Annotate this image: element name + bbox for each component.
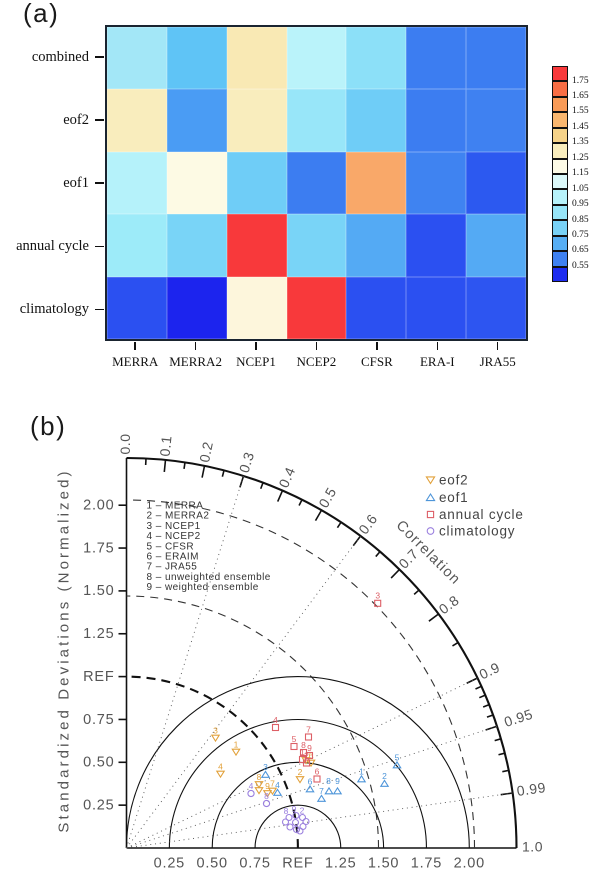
svg-text:0.2: 0.2: [196, 440, 216, 464]
svg-text:9 – weighted ensemble: 9 – weighted ensemble: [147, 582, 259, 593]
svg-text:1.75: 1.75: [411, 856, 442, 872]
svg-text:REF: REF: [83, 669, 114, 685]
svg-text:2: 2: [382, 771, 387, 781]
svg-text:4: 4: [249, 781, 254, 791]
svg-text:7: 7: [319, 786, 324, 796]
svg-text:0.50: 0.50: [196, 856, 227, 872]
svg-text:5: 5: [292, 734, 297, 744]
svg-text:0.50: 0.50: [83, 755, 114, 771]
svg-text:1 – MERRA: 1 – MERRA: [147, 501, 204, 512]
svg-text:1.75: 1.75: [83, 540, 114, 556]
svg-text:0.75: 0.75: [83, 712, 114, 728]
svg-text:0.5: 0.5: [315, 484, 339, 510]
svg-text:1.50: 1.50: [368, 856, 399, 872]
svg-text:0.75: 0.75: [239, 856, 270, 872]
svg-text:0.25: 0.25: [83, 797, 114, 813]
svg-text:2: 2: [304, 750, 309, 760]
svg-text:4: 4: [218, 761, 223, 771]
svg-text:eof1: eof1: [439, 490, 468, 505]
svg-text:9: 9: [292, 804, 297, 814]
svg-text:4: 4: [275, 780, 280, 790]
svg-text:6 – ERAIM: 6 – ERAIM: [147, 552, 199, 563]
svg-text:0.8: 0.8: [436, 592, 462, 617]
svg-text:0.0: 0.0: [117, 434, 133, 455]
svg-text:8: 8: [284, 806, 289, 816]
svg-text:2.00: 2.00: [454, 856, 485, 872]
svg-text:6: 6: [308, 776, 313, 786]
svg-text:3 – NCEP1: 3 – NCEP1: [147, 521, 201, 532]
svg-text:0.4: 0.4: [275, 464, 298, 490]
svg-text:8 – unweighted ensemble: 8 – unweighted ensemble: [147, 572, 271, 583]
svg-text:9: 9: [335, 776, 340, 786]
svg-text:4 – NCEP2: 4 – NCEP2: [147, 531, 201, 542]
svg-text:6: 6: [309, 750, 314, 760]
svg-text:1: 1: [359, 766, 364, 776]
svg-text:1.0: 1.0: [522, 839, 543, 855]
svg-text:0.95: 0.95: [502, 706, 535, 730]
svg-text:eof2: eof2: [439, 473, 468, 488]
svg-text:6: 6: [315, 766, 320, 776]
svg-text:3: 3: [213, 725, 218, 735]
svg-text:2 – MERRA2: 2 – MERRA2: [147, 511, 210, 522]
svg-text:annual cycle: annual cycle: [439, 507, 524, 522]
svg-text:4: 4: [273, 715, 278, 725]
svg-text:9: 9: [265, 781, 270, 791]
svg-text:1.25: 1.25: [83, 626, 114, 642]
svg-text:2.00: 2.00: [83, 498, 114, 514]
svg-text:5: 5: [395, 752, 400, 762]
svg-text:8: 8: [326, 776, 331, 786]
svg-text:2: 2: [298, 767, 303, 777]
svg-text:REF: REF: [282, 856, 313, 872]
svg-text:0.99: 0.99: [516, 779, 547, 799]
svg-text:7 – JRA55: 7 – JRA55: [147, 562, 198, 573]
svg-text:2: 2: [300, 806, 305, 816]
svg-text:8: 8: [257, 772, 262, 782]
svg-text:8: 8: [264, 791, 269, 801]
svg-text:1.50: 1.50: [83, 583, 114, 599]
svg-text:0.25: 0.25: [154, 856, 185, 872]
svg-text:5 – CFSR: 5 – CFSR: [147, 541, 195, 552]
svg-text:0.3: 0.3: [236, 450, 258, 475]
svg-text:0.1: 0.1: [157, 435, 175, 457]
svg-text:1: 1: [234, 739, 239, 749]
svg-text:climatology: climatology: [439, 524, 515, 539]
svg-text:1: 1: [300, 747, 305, 757]
svg-text:3: 3: [263, 762, 268, 772]
svg-text:7: 7: [270, 778, 275, 788]
svg-text:0.6: 0.6: [355, 511, 380, 537]
svg-text:7: 7: [306, 724, 311, 734]
svg-text:3: 3: [375, 591, 380, 601]
svg-text:9: 9: [307, 743, 312, 753]
svg-text:0.9: 0.9: [477, 659, 503, 683]
svg-text:1.25: 1.25: [325, 856, 356, 872]
svg-text:8: 8: [301, 740, 306, 750]
